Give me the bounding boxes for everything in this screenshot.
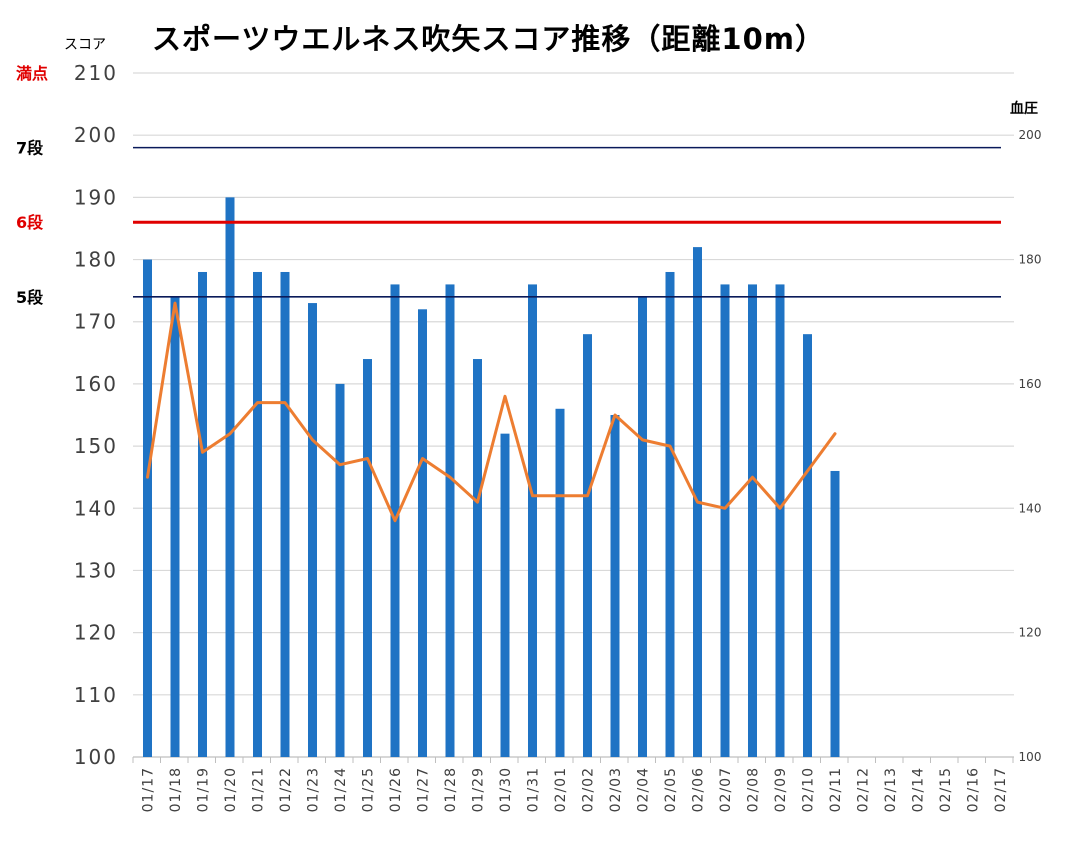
y-tick-label-right: 140 [1019,501,1042,515]
y-tick-label-right: 160 [1019,377,1042,391]
x-tick-label: 01/30 [498,767,514,812]
reference-label: 6段 [16,213,44,232]
x-tick-label: 01/31 [526,767,542,812]
y-tick-label-right: 120 [1019,626,1042,640]
x-tick-label: 02/07 [718,767,734,812]
x-tick-label: 01/25 [361,767,377,812]
x-tick-label: 02/16 [966,767,982,812]
bar [610,415,620,757]
y-tick-label-left: 150 [74,434,118,458]
y-tick-label-left: 210 [74,61,118,85]
y-tick-label-left: 170 [74,310,118,334]
bar [308,303,317,757]
x-tick-label: 02/01 [553,767,569,812]
x-tick-label: 02/09 [773,767,789,812]
x-tick-label: 02/02 [581,767,597,812]
bar [528,284,537,757]
bar [143,259,152,757]
x-tick-label: 01/22 [278,767,294,812]
x-tick-label: 01/23 [306,767,322,812]
x-tick-label: 02/15 [938,767,954,812]
y-tick-label-left: 100 [74,745,118,769]
x-tick-label: 02/17 [993,767,1009,812]
x-tick-label: 01/26 [388,767,404,812]
x-tick-label: 01/18 [168,767,184,812]
bar [170,296,180,757]
reference-label: 満点 [16,64,48,83]
bar [335,383,345,757]
y-tick-label-left: 160 [74,372,118,396]
bar [418,309,427,757]
x-tick-label: 02/11 [828,767,844,812]
bar [225,197,235,757]
bar [555,408,565,757]
y-tick-label-right: 100 [1019,750,1042,764]
reference-label: 7段 [16,139,44,158]
x-tick-label: 01/27 [416,767,432,812]
bar [445,284,455,757]
y-tick-label-left: 120 [74,621,118,645]
chart-title: スポーツウエルネス吹矢スコア推移（距離10m） [152,22,825,56]
x-tick-label: 02/13 [883,767,899,812]
bar [280,271,290,757]
x-tick-label: 01/19 [196,767,212,812]
bar [253,271,262,757]
y-tick-label-left: 110 [74,683,118,707]
bar [198,271,207,757]
y-tick-label-right: 180 [1019,253,1042,267]
bar [363,359,372,757]
bar [803,334,812,757]
y-tick-label-left: 190 [74,185,118,209]
y-tick-label-left: 130 [74,558,118,582]
x-tick-label: 01/24 [333,767,349,812]
x-tick-label: 02/08 [746,767,762,812]
x-tick-label: 01/28 [443,767,459,812]
right-axis-label: 血圧 [1010,101,1038,117]
x-tick-label: 01/21 [251,767,267,812]
bar [830,470,840,757]
y-tick-label-right: 200 [1019,128,1042,142]
bar [748,284,757,757]
bar [665,271,675,757]
y-tick-label-left: 140 [74,496,118,520]
bar [473,359,482,757]
x-tick-label: 02/06 [691,767,707,812]
bar [775,284,785,757]
bar [638,296,647,757]
x-tick-label: 01/29 [471,767,487,812]
x-tick-label: 01/17 [141,767,157,812]
x-tick-label: 02/12 [856,767,872,812]
blood-pressure-line [146,301,837,523]
x-tick-label: 02/14 [911,767,927,812]
bar [583,334,592,757]
bar [500,433,510,757]
x-tick-label: 02/05 [663,767,679,812]
x-tick-label: 02/10 [801,767,817,812]
y-tick-label-left: 200 [74,123,118,147]
x-tick-label: 02/04 [636,767,652,812]
bar [720,284,730,757]
x-tick-label: 02/03 [608,767,624,812]
x-tick-label: 01/20 [223,767,239,812]
left-axis-label: スコア [64,37,106,53]
reference-label: 5段 [16,288,44,307]
y-tick-label-left: 180 [74,248,118,272]
